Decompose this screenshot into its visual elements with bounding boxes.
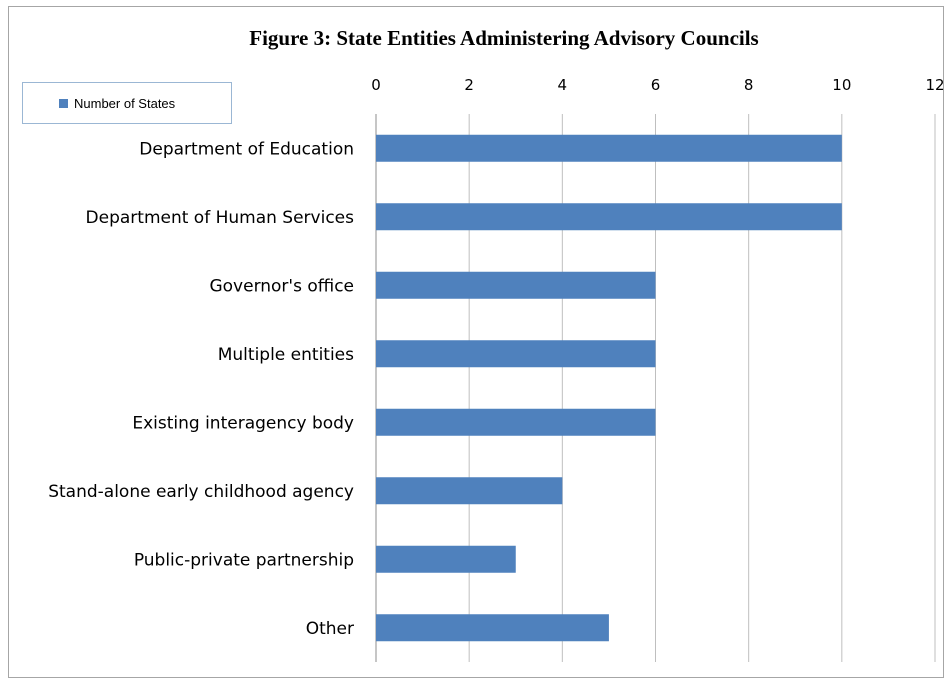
bar-7 [376,614,609,642]
x-tick-label: 12 [925,76,944,94]
x-tick-label: 4 [558,76,568,94]
x-tick-label: 8 [744,76,754,94]
x-tick-label: 10 [832,76,851,94]
category-label: Governor's office [209,276,354,296]
category-label: Existing interagency body [132,413,354,433]
bar-1 [376,203,842,231]
bar-0 [376,134,842,162]
category-label: Public-private partnership [134,550,354,570]
legend-label: Number of States [74,95,176,111]
x-tick-label: 6 [651,76,661,94]
category-label: Other [306,619,354,639]
bar-4 [376,408,656,436]
bar-2 [376,271,656,299]
category-label: Department of Education [139,139,354,159]
x-tick-label: 2 [464,76,474,94]
chart-title: Figure 3: State Entities Administering A… [249,26,759,50]
category-label: Multiple entities [218,345,354,365]
bar-6 [376,545,516,573]
x-tick-label: 0 [371,76,381,94]
category-label: Department of Human Services [86,208,355,228]
bar-5 [376,477,563,505]
category-label: Stand-alone early childhood agency [48,482,354,502]
chart-legend: Number of States [22,82,232,124]
bar-3 [376,340,656,368]
legend-swatch [59,98,68,108]
